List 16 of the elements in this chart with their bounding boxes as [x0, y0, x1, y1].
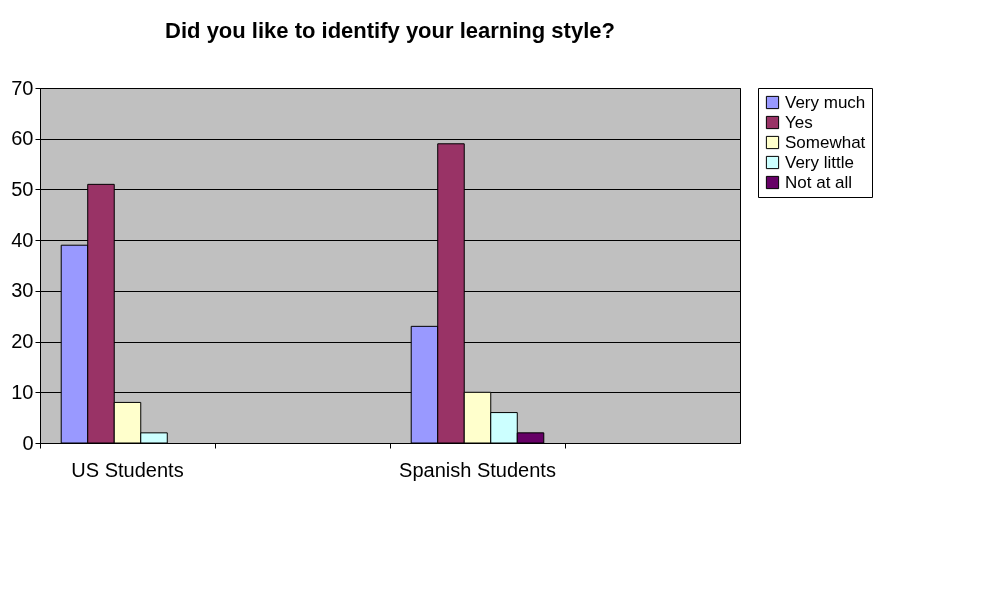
y-tick-label: 0: [22, 431, 34, 454]
y-tick-label: 70: [11, 76, 34, 99]
legend-label: Somewhat: [785, 132, 866, 152]
chart-title: Did you like to identify your learning style?: [165, 18, 615, 43]
legend-label: Very much: [785, 92, 866, 112]
legend-label: Not at all: [785, 172, 853, 192]
x-tick-label: US Students: [71, 458, 184, 481]
y-tick-label: 10: [11, 380, 34, 403]
legend-label: Yes: [785, 112, 813, 132]
y-tick-label: 30: [11, 279, 34, 302]
y-tick-label: 40: [11, 228, 34, 251]
y-tick-label: 20: [11, 330, 34, 353]
y-tick-label: 50: [11, 177, 34, 200]
y-tick-label: 60: [11, 127, 34, 150]
x-tick-label: Spanish Students: [399, 458, 556, 481]
legend-label: Very little: [785, 152, 854, 172]
